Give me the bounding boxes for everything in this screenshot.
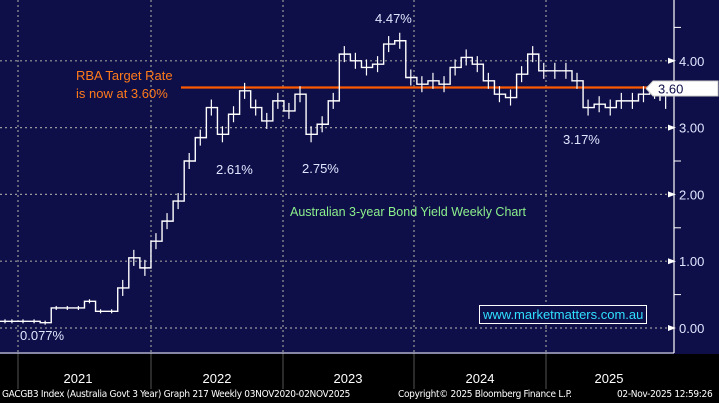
y-tick-arrow bbox=[668, 191, 676, 198]
annotation-low-2021: 0.077% bbox=[20, 328, 65, 343]
annotation-high-2023: 4.47% bbox=[375, 11, 412, 26]
y-tick-arrow bbox=[668, 57, 676, 64]
y-tick-arrow bbox=[668, 325, 676, 331]
rba-annotation-line1: RBA Target Rate bbox=[76, 68, 173, 83]
y-axis: 0.00 1.00 2.00 3.00 4.00 bbox=[0, 0, 704, 354]
current-value-tag: 3.60 bbox=[645, 80, 719, 102]
footer-timestamp: 02-Nov-2025 12:59:26 bbox=[617, 389, 713, 400]
watermark-url: www.marketmatters.com.au bbox=[479, 305, 648, 324]
x-tick-label: 2024 bbox=[465, 371, 495, 386]
yield-series bbox=[0, 32, 667, 325]
y-tick-arrow bbox=[668, 124, 676, 131]
chart-title: Australian 3-year Bond Yield Weekly Char… bbox=[290, 205, 526, 219]
plot-background bbox=[0, 0, 719, 354]
annotation-low-2022: 2.61% bbox=[216, 162, 253, 177]
footer-copyright: Copyright© 2025 Bloomberg Finance L.P. bbox=[398, 389, 572, 400]
current-value-label: 3.60 bbox=[658, 82, 683, 97]
y-tick-label: 1.00 bbox=[679, 254, 704, 269]
y-tick-label: 3.00 bbox=[679, 121, 704, 136]
y-tick-label: 2.00 bbox=[679, 187, 704, 202]
annotation-low-2023: 2.75% bbox=[302, 161, 339, 176]
x-tick-label: 2022 bbox=[202, 371, 232, 386]
x-tick-label: 2025 bbox=[594, 371, 624, 386]
y-tick-arrow bbox=[668, 258, 676, 265]
x-tick-label: 2021 bbox=[63, 371, 93, 386]
y-tick-label: 0.00 bbox=[679, 321, 704, 336]
grid bbox=[0, 0, 668, 389]
footer-security-info: GACGB3 Index (Australia Govt 3 Year) Gra… bbox=[2, 389, 351, 400]
rba-annotation-line2: is now at 3.60% bbox=[76, 86, 168, 101]
y-tick-label: 4.00 bbox=[679, 54, 704, 69]
annotation-low-2025: 3.17% bbox=[563, 132, 600, 147]
x-tick-label: 2023 bbox=[333, 371, 363, 386]
yield-line bbox=[0, 40, 661, 324]
